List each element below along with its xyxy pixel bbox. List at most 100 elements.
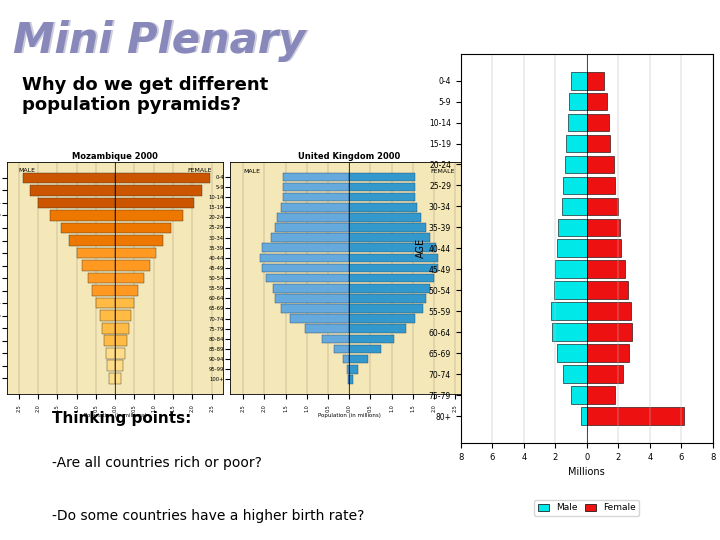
Bar — [61, 222, 115, 233]
Bar — [557, 345, 587, 362]
Bar — [587, 239, 621, 258]
Bar — [587, 260, 624, 278]
Bar — [587, 407, 685, 425]
Bar — [587, 177, 615, 194]
Bar — [275, 223, 349, 232]
Text: FEMALE: FEMALE — [431, 169, 455, 174]
Bar — [587, 323, 632, 341]
Bar — [349, 233, 430, 242]
Legend: Male, Female: Male, Female — [534, 500, 639, 516]
Bar — [587, 113, 609, 131]
Bar — [115, 185, 202, 195]
Bar — [563, 177, 587, 194]
Bar — [102, 323, 115, 334]
Bar — [587, 345, 629, 362]
Bar — [580, 407, 587, 425]
Bar — [346, 365, 349, 374]
Bar — [349, 274, 434, 282]
Text: MALE: MALE — [19, 168, 36, 173]
Bar — [349, 314, 415, 323]
Bar — [30, 185, 115, 195]
Bar — [96, 298, 115, 308]
Bar — [349, 375, 353, 383]
Bar — [115, 285, 138, 296]
Bar — [100, 310, 115, 321]
Bar — [115, 222, 171, 233]
Bar — [277, 213, 349, 221]
Bar — [115, 361, 123, 371]
Bar — [349, 264, 438, 272]
Bar — [349, 244, 436, 252]
Text: MALE: MALE — [243, 169, 260, 174]
Bar — [349, 345, 381, 353]
Bar — [115, 298, 135, 308]
Bar — [115, 273, 144, 284]
Bar — [50, 210, 115, 221]
Bar — [115, 335, 127, 346]
Bar — [349, 193, 415, 201]
Bar — [76, 248, 115, 258]
X-axis label: Population (in millions): Population (in millions) — [318, 413, 381, 418]
Bar — [89, 273, 115, 284]
Bar — [349, 304, 423, 313]
Bar — [22, 173, 115, 183]
Bar — [266, 274, 349, 282]
Bar — [587, 386, 615, 404]
Bar — [348, 375, 349, 383]
Text: Thinking points:: Thinking points: — [52, 411, 192, 426]
Bar — [260, 254, 349, 262]
Bar — [587, 219, 620, 237]
Bar — [273, 284, 349, 293]
Text: Mini Plenary: Mini Plenary — [15, 20, 307, 62]
Bar — [349, 173, 415, 181]
Bar — [552, 323, 587, 341]
Bar — [349, 294, 426, 302]
Bar — [92, 285, 115, 296]
Bar — [282, 203, 349, 212]
Bar — [115, 260, 150, 271]
Title: United Kingdom 2000: United Kingdom 2000 — [298, 152, 400, 161]
Bar — [563, 366, 587, 383]
Bar — [271, 233, 349, 242]
X-axis label: Millions: Millions — [568, 467, 606, 477]
Bar — [564, 156, 587, 173]
Bar — [115, 373, 121, 383]
Bar — [349, 223, 426, 232]
Bar — [587, 156, 613, 173]
Text: FEMALE: FEMALE — [187, 168, 212, 173]
Bar — [107, 361, 115, 371]
Bar — [349, 203, 417, 212]
Y-axis label: AGE: AGE — [416, 238, 426, 259]
Bar — [570, 93, 587, 111]
Bar — [115, 248, 156, 258]
Bar — [555, 260, 587, 278]
Bar — [69, 235, 115, 246]
Bar — [289, 314, 349, 323]
Bar — [115, 210, 183, 221]
Bar — [571, 386, 587, 404]
Bar — [349, 183, 415, 191]
Bar — [284, 173, 349, 181]
Bar — [571, 72, 587, 90]
Bar — [38, 198, 115, 208]
Bar — [262, 264, 349, 272]
Bar — [275, 294, 349, 302]
Bar — [284, 193, 349, 201]
Bar — [349, 284, 430, 293]
Bar — [349, 335, 394, 343]
Bar — [587, 93, 607, 111]
Bar — [343, 355, 349, 363]
Bar — [109, 373, 115, 383]
Bar — [115, 235, 163, 246]
Title: Mozambique 2000: Mozambique 2000 — [72, 152, 158, 161]
Bar — [587, 72, 604, 90]
Bar — [559, 219, 587, 237]
X-axis label: Population (in millions): Population (in millions) — [84, 413, 147, 418]
Bar — [334, 345, 349, 353]
Bar — [349, 365, 358, 374]
Bar — [587, 366, 623, 383]
Bar — [587, 198, 618, 215]
Bar — [106, 348, 115, 359]
Bar — [82, 260, 115, 271]
Bar — [568, 113, 587, 131]
